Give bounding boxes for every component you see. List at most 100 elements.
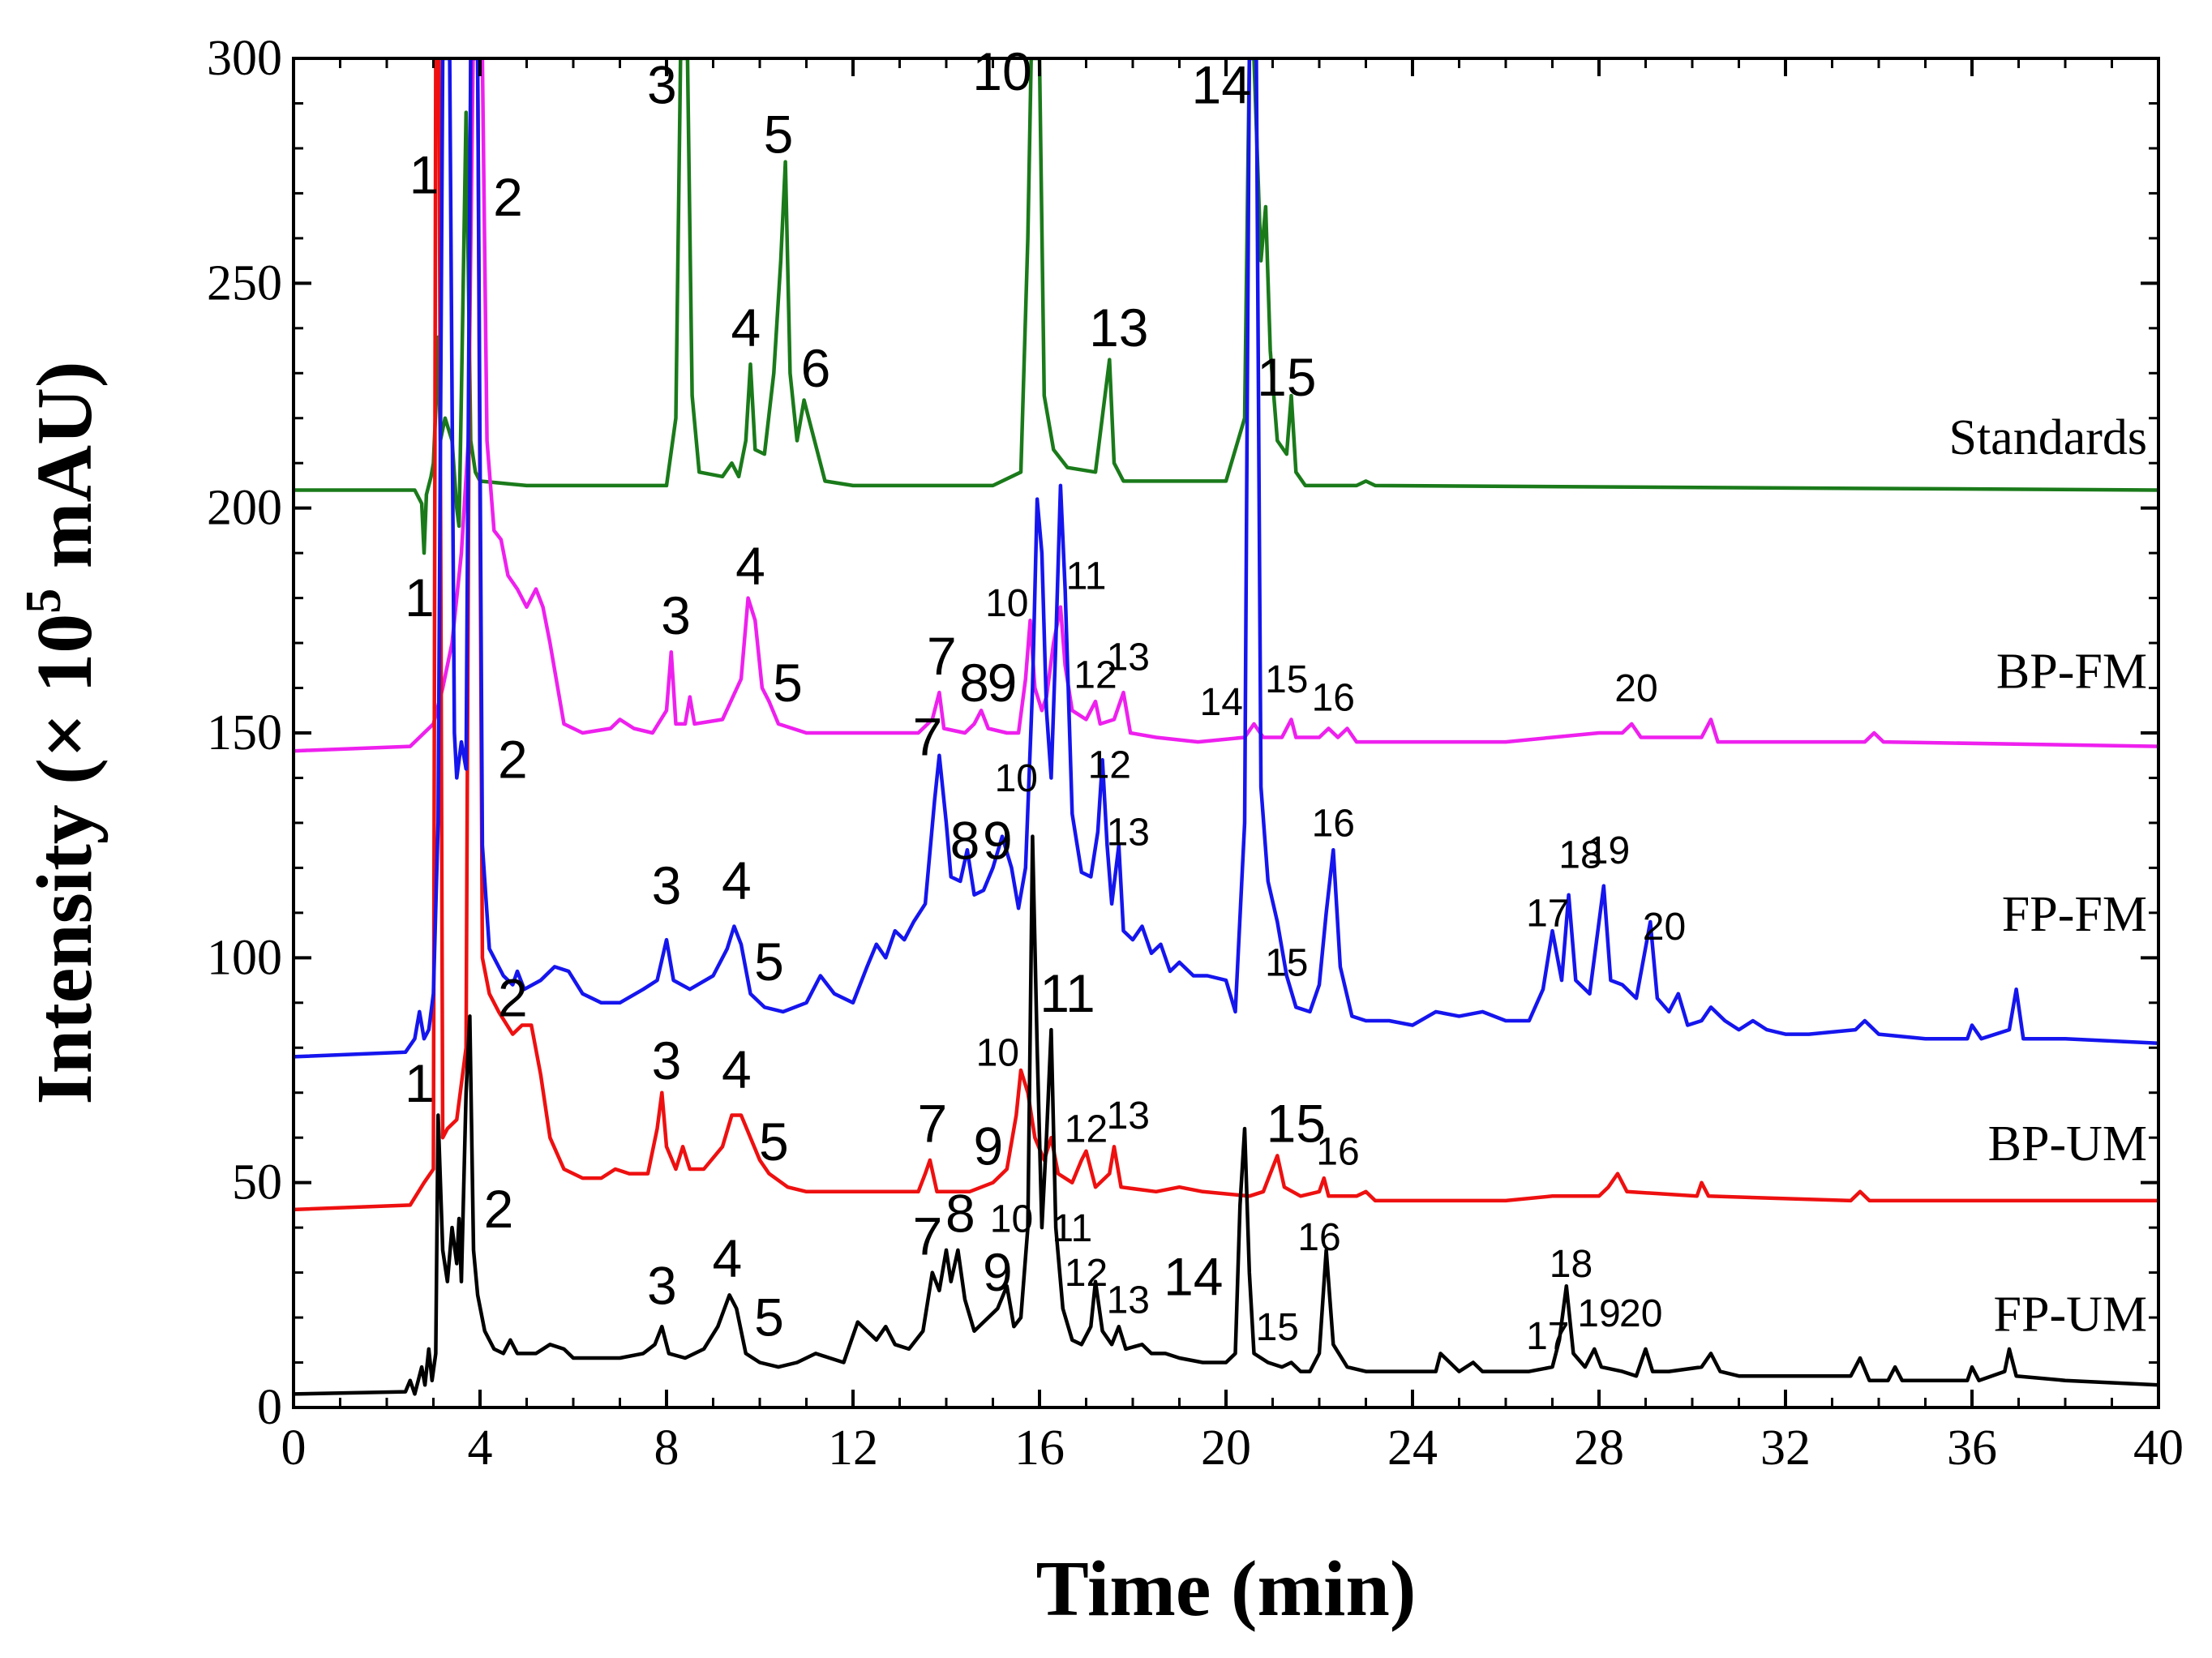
peak-label-bp-um-7: 10 [976, 1032, 1019, 1075]
peak-label-bp-um-4: 5 [759, 1112, 789, 1172]
y-axis-title-prefix: Intensity (× 10 [21, 614, 109, 1105]
peak-label-fp-fm-14: 19 [1587, 829, 1630, 872]
peak-label-bp-um-0: 1 [405, 1053, 435, 1113]
peak-label-bp-fm-2: 4 [735, 536, 765, 596]
x-axis: 0 4 8 12 16 20 24 28 32 36 40 [281, 58, 2184, 1476]
peak-label-bp-fm-6: 9 [988, 653, 1018, 713]
peak-label-fp-fm-9: 13 [1107, 812, 1150, 855]
peak-label-bp-fm-4: 7 [927, 626, 957, 686]
peak-label-standards-9: 15 [1257, 347, 1316, 407]
peak-label-standards-1: 2 [493, 167, 523, 227]
x-tick-label: 32 [1760, 1420, 1811, 1476]
x-tick-label: 16 [1014, 1420, 1065, 1476]
peak-label-bp-um-10: 15 [1267, 1094, 1326, 1154]
peak-label-fp-fm-4: 7 [913, 707, 943, 767]
peak-label-fp-fm-15: 20 [1643, 906, 1686, 949]
peak-label-fp-um-5: 8 [945, 1184, 975, 1244]
peak-label-fp-um-12: 15 [1256, 1306, 1299, 1349]
x-tick-label: 8 [654, 1420, 679, 1476]
peak-label-fp-um-7: 9 [983, 1242, 1013, 1302]
y-tick-label: 0 [257, 1380, 282, 1435]
y-axis: 0 50 100 150 200 250 300 [207, 31, 2158, 1435]
peak-label-fp-fm-3: 5 [754, 932, 784, 992]
x-axis-title: Time (min) [1035, 1545, 1416, 1633]
series-name-bp-um: BP-UM [1988, 1116, 2147, 1172]
peak-label-standards-0: 1 [409, 144, 439, 204]
peak-label-bp-fm-14: 20 [1614, 667, 1657, 710]
peak-label-fp-um-6: 10 [990, 1198, 1033, 1241]
peak-label-fp-fm-0: 2 [498, 730, 528, 790]
peak-label-bp-um-2: 3 [652, 1030, 682, 1090]
peak-label-fp-fm-8: 12 [1088, 744, 1131, 787]
peak-label-bp-fm-7: 10 [985, 582, 1028, 625]
series-line-fp-fm [294, 58, 2158, 1059]
peak-label-bp-um-5: 7 [917, 1094, 947, 1154]
peak-label-standards-2: 3 [647, 55, 677, 115]
peak-label-fp-um-11: 14 [1164, 1246, 1223, 1306]
peak-label-bp-fm-11: 14 [1200, 681, 1243, 724]
peak-label-fp-um-3: 5 [754, 1287, 784, 1347]
peak-label-fp-fm-11: 16 [1312, 803, 1355, 846]
series-name-standards: Standards [1948, 410, 2147, 465]
peak-label-fp-um-8: 11 [1052, 1207, 1092, 1250]
series-name-fp-um: FP-UM [1993, 1287, 2147, 1343]
peak-label-fp-fm-13: 18 [1558, 833, 1601, 876]
peak-label-standards-4: 5 [764, 105, 794, 165]
y-tick-label: 50 [232, 1155, 282, 1210]
y-tick-label: 200 [207, 481, 282, 536]
y-axis-title: Intensity (× 105 mAU) [16, 361, 109, 1104]
series-line-bp-fm [294, 58, 2158, 753]
series-group [294, 58, 2158, 1396]
peak-label-standards-7: 13 [1089, 298, 1148, 358]
peak-label-fp-um-4: 7 [913, 1206, 943, 1266]
x-tick-label: 24 [1387, 1420, 1438, 1476]
peak-label-bp-fm-9: 12 [1074, 654, 1117, 697]
peak-label-bp-fm-8: 11 [1066, 555, 1107, 598]
x-tick-label: 4 [468, 1420, 493, 1476]
x-tick-label: 40 [2133, 1420, 2184, 1476]
y-tick-label: 100 [207, 930, 282, 985]
x-tick-label: 36 [1947, 1420, 1997, 1476]
peak-label-bp-um-6: 9 [973, 1116, 1003, 1176]
peak-label-fp-um-0: 2 [484, 1179, 514, 1239]
peak-label-bp-um-1: 2 [498, 967, 528, 1027]
peak-label-standards-3: 4 [731, 298, 761, 358]
peak-label-bp-um-11: 16 [1316, 1131, 1359, 1174]
peak-label-fp-fm-1: 3 [652, 855, 682, 915]
series-line-fp-um [294, 834, 2158, 1396]
peak-label-bp-fm-13: 16 [1312, 676, 1355, 719]
peak-label-bp-fm-1: 3 [661, 585, 691, 645]
peak-label-fp-um-2: 4 [712, 1228, 742, 1288]
peak-label-bp-fm-5: 8 [959, 653, 989, 713]
peak-label-bp-fm-3: 5 [773, 653, 803, 713]
peak-label-fp-um-14: 17 [1526, 1315, 1569, 1358]
peak-label-standards-8: 14 [1191, 55, 1250, 115]
peak-label-bp-fm-10: 13 [1107, 636, 1150, 679]
series-name-group: Standards BP-FM FP-FM BP-UM FP-UM [1948, 410, 2147, 1343]
peak-label-bp-um-3: 4 [722, 1039, 752, 1099]
y-axis-title-suffix: mAU) [21, 361, 109, 588]
peak-label-fp-um-10: 13 [1107, 1279, 1150, 1322]
peak-label-standards-6: 10 [972, 41, 1031, 101]
x-tick-label: 0 [281, 1420, 307, 1476]
peak-label-bp-um-9: 13 [1107, 1095, 1150, 1137]
series-name-bp-fm: BP-FM [1996, 645, 2147, 700]
peak-label-fp-um-13: 16 [1297, 1216, 1340, 1259]
y-tick-label: 150 [207, 705, 282, 760]
series-line-bp-um [294, 58, 2158, 1212]
peak-label-fp-fm-2: 4 [722, 850, 752, 910]
y-tick-label: 250 [207, 255, 282, 311]
peak-label-fp-um-16: 19 [1577, 1292, 1620, 1335]
peak-label-fp-fm-12: 17 [1526, 893, 1569, 936]
peak-label-fp-fm-10: 15 [1265, 942, 1308, 985]
x-tick-label: 28 [1574, 1420, 1624, 1476]
peak-label-bp-um-8: 12 [1065, 1108, 1108, 1151]
peak-label-extra-0: 11 [1040, 963, 1095, 1023]
peak-label-fp-um-1: 3 [647, 1255, 677, 1315]
peak-label-standards-5: 6 [801, 338, 831, 398]
peak-label-fp-um-9: 12 [1065, 1252, 1108, 1295]
peak-label-fp-um-17: 20 [1619, 1292, 1662, 1335]
